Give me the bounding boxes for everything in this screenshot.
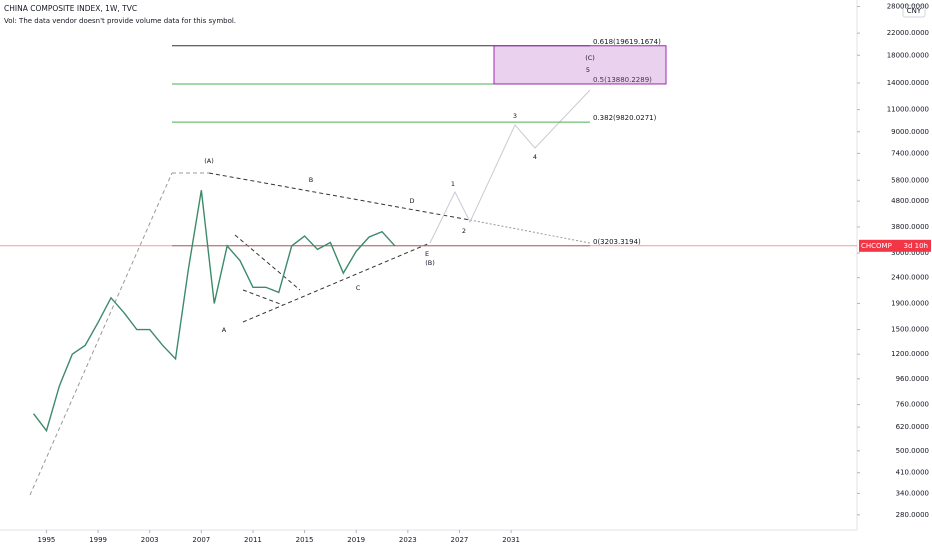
x-tick-label: 2015 bbox=[296, 536, 314, 544]
trend-line bbox=[29, 172, 173, 496]
y-tick-label: 620.0000 bbox=[896, 423, 929, 431]
price-countdown: 3d 10h bbox=[904, 242, 928, 250]
y-tick-label: 340.0000 bbox=[896, 489, 929, 497]
y-tick-label: 2400.0000 bbox=[891, 274, 929, 282]
y-tick-label: 4800.0000 bbox=[891, 197, 929, 205]
wave-label: A bbox=[222, 326, 227, 334]
trend-line bbox=[242, 242, 431, 323]
x-tick-label: 1995 bbox=[38, 536, 56, 544]
y-tick-label: 1200.0000 bbox=[891, 350, 929, 358]
y-tick-label: 1900.0000 bbox=[891, 299, 929, 307]
y-tick-label: 22000.0000 bbox=[887, 29, 929, 37]
wave-label: B bbox=[309, 176, 313, 184]
wave-label: (A) bbox=[204, 157, 214, 165]
wave-label: D bbox=[409, 197, 414, 205]
y-tick-label: 11000.0000 bbox=[887, 106, 929, 114]
x-tick-label: 1999 bbox=[89, 536, 107, 544]
x-tick-label: 2027 bbox=[451, 536, 469, 544]
price-series bbox=[32, 190, 396, 433]
fib-label: 0.618(19619.1674) bbox=[593, 38, 661, 46]
y-tick-label: 960.0000 bbox=[896, 375, 929, 383]
wave-label: 1 bbox=[451, 180, 455, 188]
y-tick-label: 14000.0000 bbox=[887, 79, 929, 87]
price-symbol: CHCOMP bbox=[861, 242, 892, 250]
trend-line bbox=[234, 234, 301, 291]
y-tick-label: 28000.0000 bbox=[887, 3, 929, 11]
fib-label: 0.382(9820.0271) bbox=[593, 114, 657, 122]
volume-note: Vol: The data vendor doesn't provide vol… bbox=[4, 17, 236, 25]
wave-label: (B) bbox=[425, 259, 435, 267]
y-tick-label: 3000.0000 bbox=[891, 249, 929, 257]
y-tick-label: 500.0000 bbox=[896, 447, 929, 455]
wave-lines bbox=[29, 172, 591, 496]
fib-label: 0.5(13880.2289) bbox=[593, 76, 652, 84]
x-tick-label: 2031 bbox=[502, 536, 520, 544]
y-tick-label: 1500.0000 bbox=[891, 326, 929, 334]
fib-label: 0(3203.3194) bbox=[593, 238, 641, 246]
wave-label: (C) bbox=[585, 54, 595, 62]
wave-label: 3 bbox=[513, 112, 517, 120]
x-tick-label: 2023 bbox=[399, 536, 417, 544]
chart-title: CHINA COMPOSITE INDEX, 1W, TVC bbox=[4, 4, 137, 13]
currency: CNY bbox=[907, 7, 922, 15]
wave-label: 4 bbox=[533, 153, 537, 161]
price-tag bbox=[859, 239, 931, 252]
y-tick-label: 9000.0000 bbox=[891, 128, 929, 136]
y-tick-label: 7400.0000 bbox=[891, 149, 929, 157]
target-box bbox=[493, 45, 667, 85]
x-tick-label: 2011 bbox=[244, 536, 262, 544]
y-tick-label: 280.0000 bbox=[896, 511, 929, 519]
trend-line bbox=[469, 219, 591, 244]
wave-label: C bbox=[356, 284, 361, 292]
wave-label: 5 bbox=[586, 66, 590, 74]
currency-badge bbox=[902, 4, 926, 18]
trend-line bbox=[208, 172, 471, 221]
wave-label: 2 bbox=[462, 227, 466, 235]
y-tick-label: 18000.0000 bbox=[887, 51, 929, 59]
y-tick-label: 760.0000 bbox=[896, 401, 929, 409]
wave-label: E bbox=[425, 250, 429, 258]
y-tick-label: 3800.0000 bbox=[891, 223, 929, 231]
y-tick-label: 410.0000 bbox=[896, 469, 929, 477]
projection-path bbox=[429, 89, 591, 244]
trend-line bbox=[242, 289, 284, 306]
x-tick-label: 2007 bbox=[192, 536, 210, 544]
x-tick-label: 2003 bbox=[141, 536, 159, 544]
y-tick-label: 5800.0000 bbox=[891, 176, 929, 184]
x-tick-label: 2019 bbox=[347, 536, 365, 544]
